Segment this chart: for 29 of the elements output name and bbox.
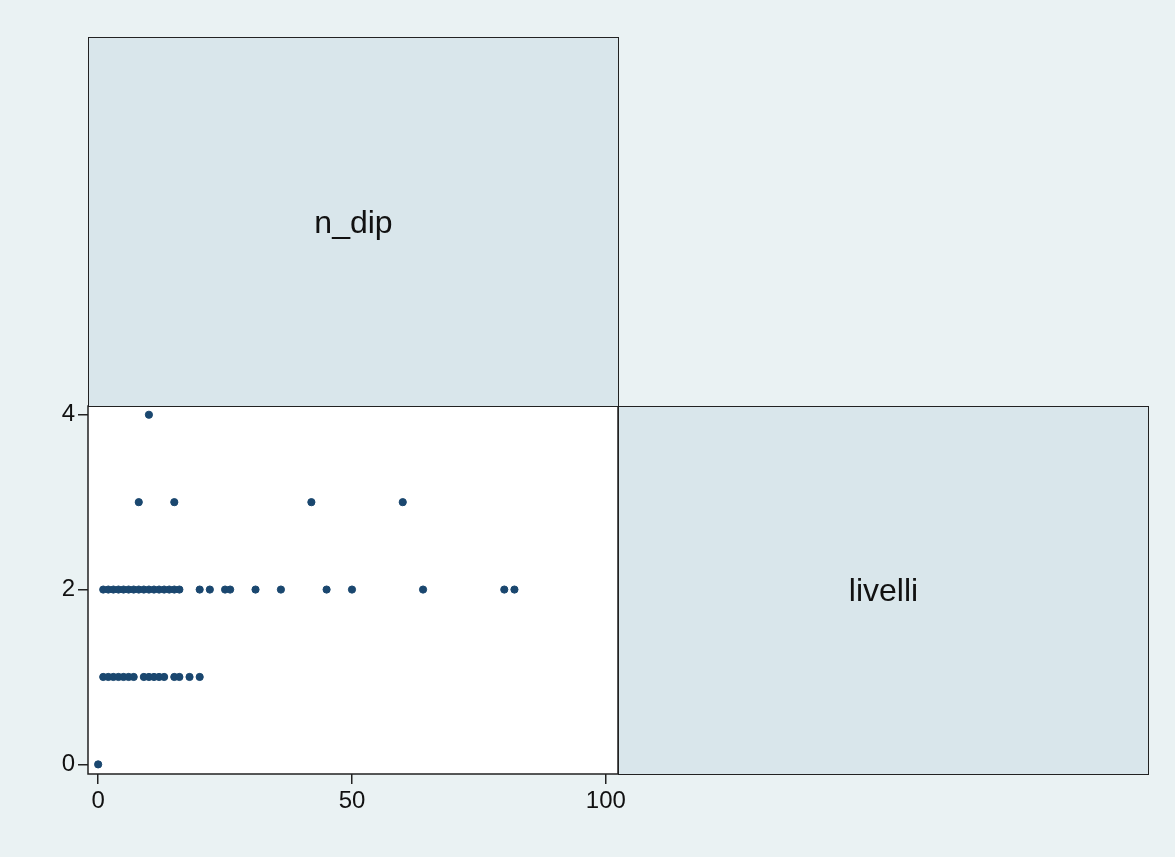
- x-tick-label: 50: [338, 786, 366, 814]
- point: [160, 672, 169, 682]
- point: [322, 585, 331, 594]
- point: [175, 585, 184, 594]
- point: [226, 585, 235, 594]
- point: [170, 498, 179, 507]
- point: [500, 585, 509, 594]
- point: [144, 410, 154, 419]
- y-tick-label: 2: [61, 574, 75, 602]
- y-tick-label: 0: [61, 749, 75, 777]
- point: [510, 585, 519, 594]
- point: [307, 498, 316, 507]
- x-axis-title: n_dip: [88, 37, 619, 407]
- point: [418, 585, 428, 594]
- point: [94, 760, 103, 769]
- point: [205, 585, 214, 594]
- point: [276, 585, 286, 594]
- x-tick-label: 100: [585, 786, 626, 814]
- point: [195, 672, 204, 682]
- point: [251, 585, 260, 594]
- y-tick-label: 4: [61, 399, 75, 427]
- x-tick-label: 0: [91, 786, 105, 814]
- point: [175, 672, 184, 682]
- point: [185, 672, 194, 682]
- point: [398, 498, 407, 507]
- point: [195, 585, 204, 594]
- text: livelli: [618, 406, 1149, 775]
- point: [134, 498, 143, 507]
- point: [347, 585, 357, 594]
